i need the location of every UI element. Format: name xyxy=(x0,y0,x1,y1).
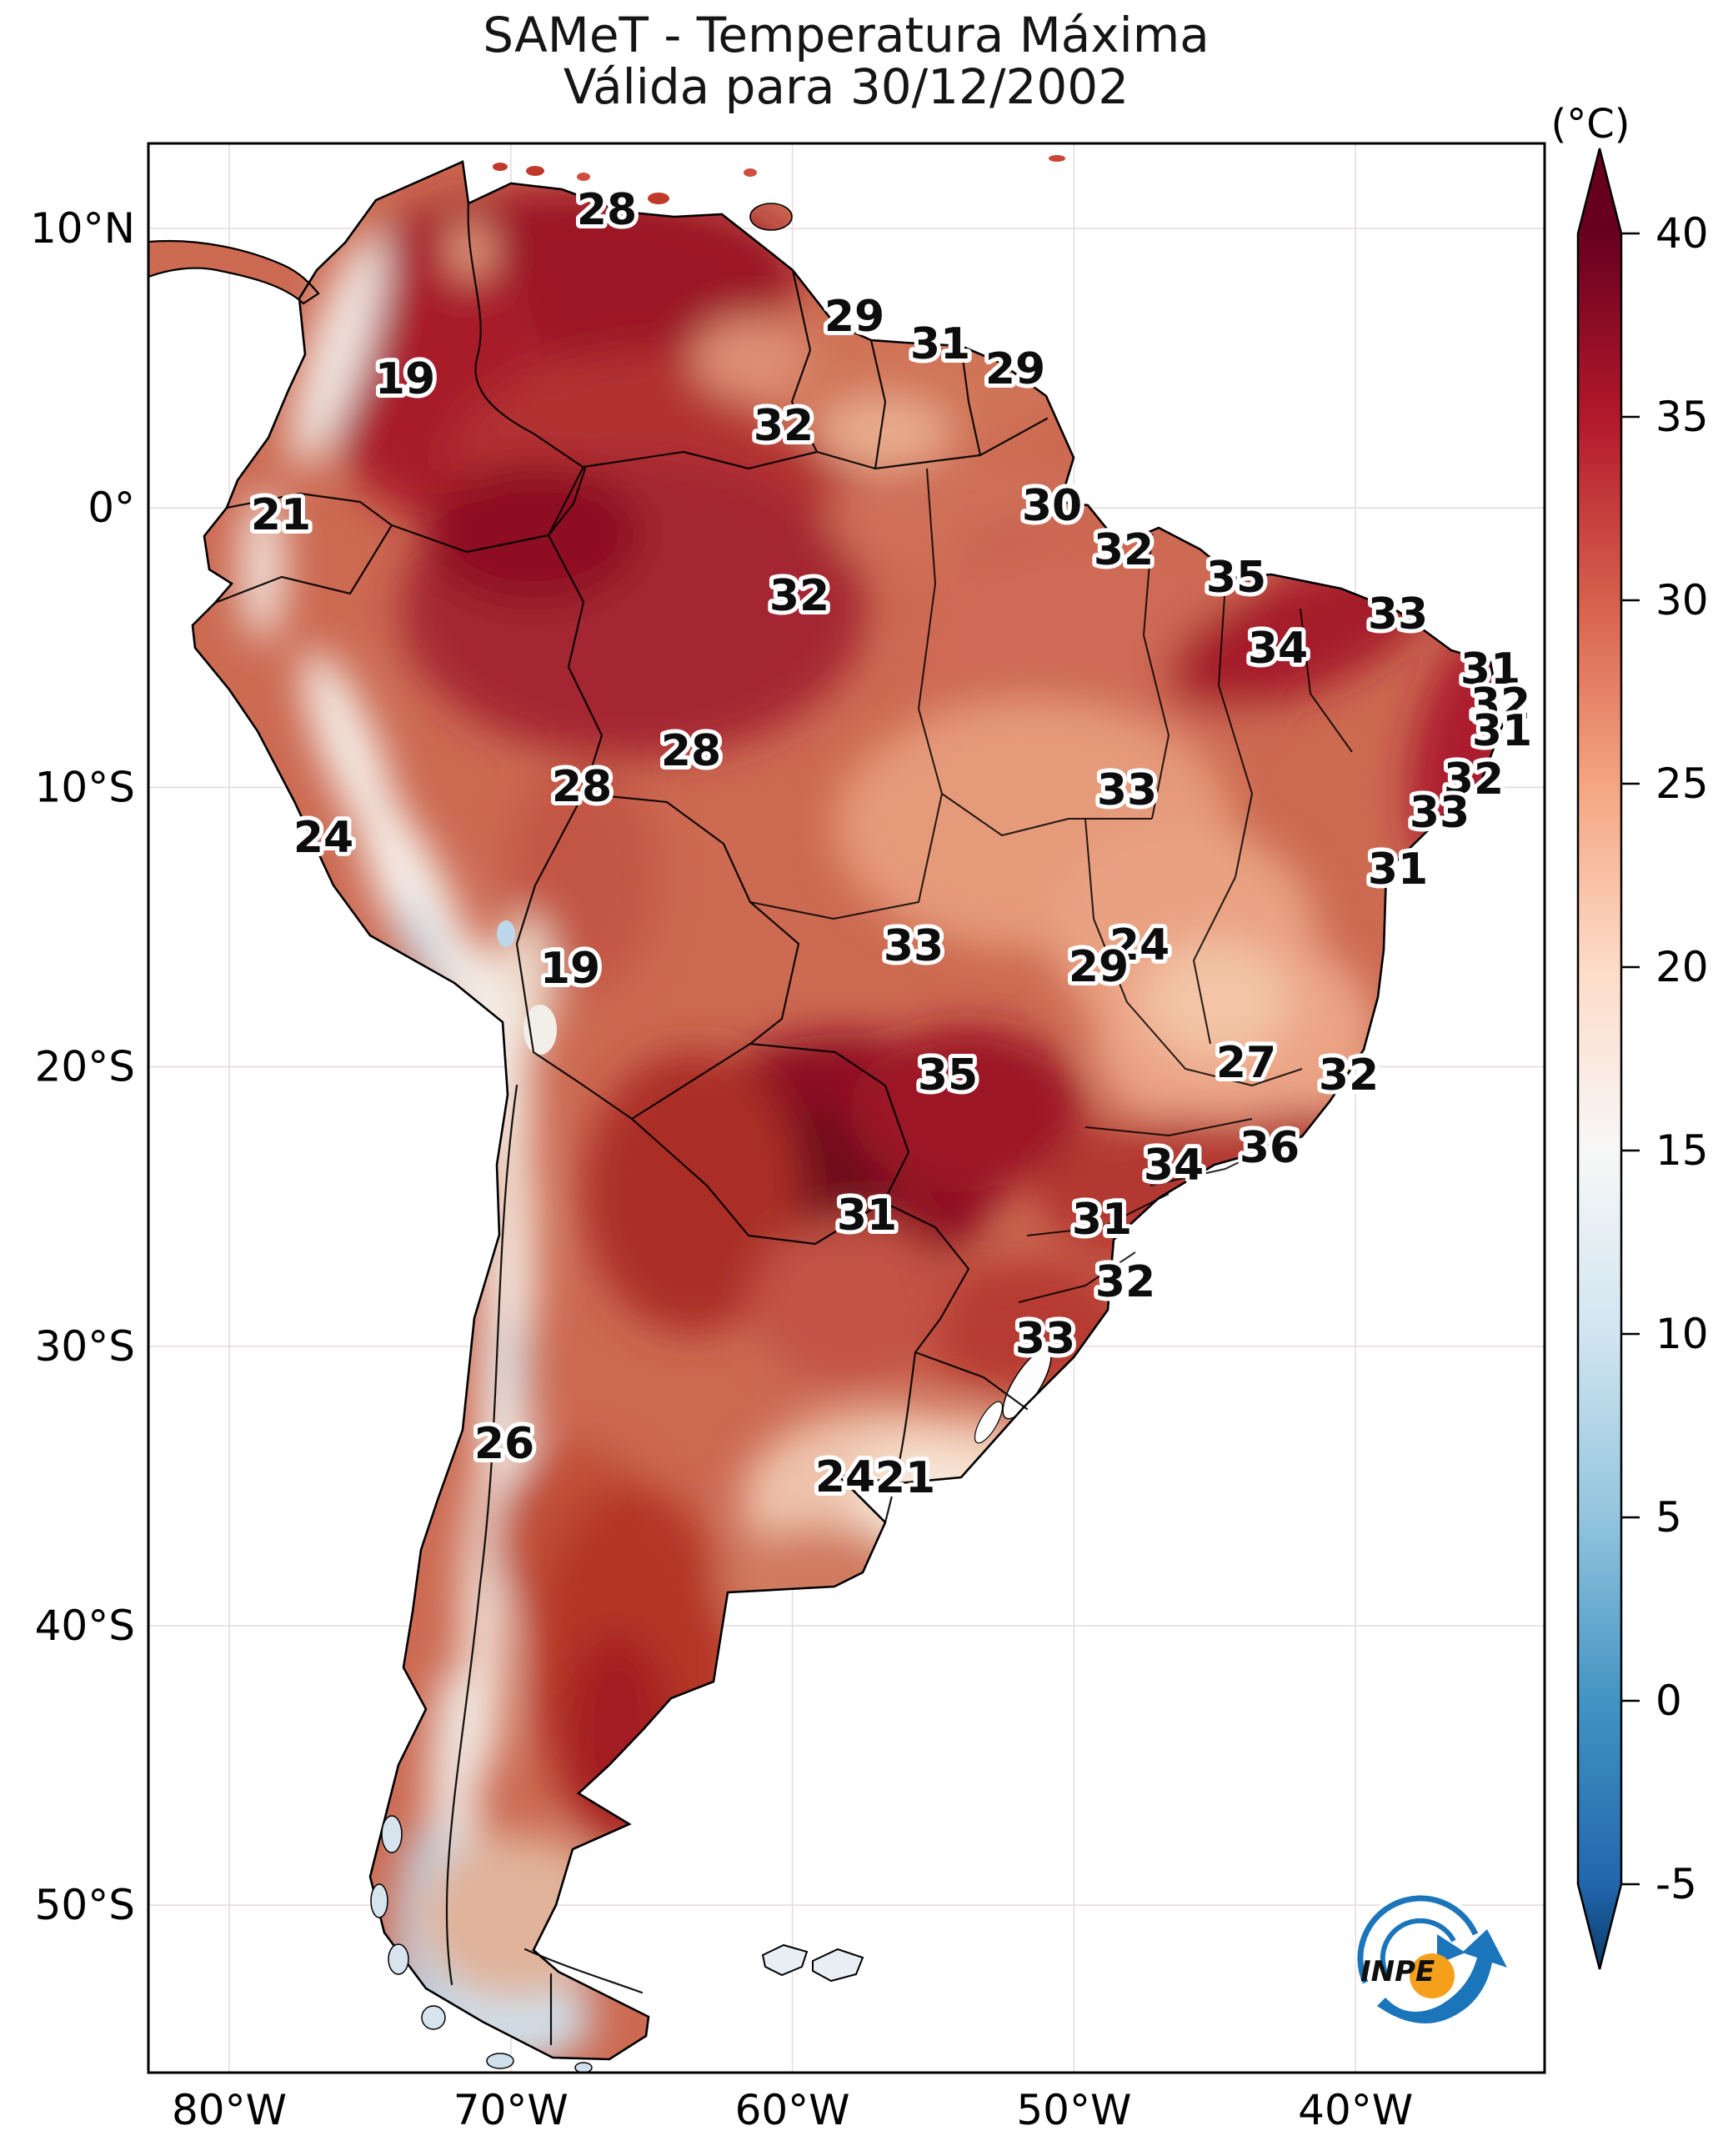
temp-label: 32 xyxy=(1094,525,1154,575)
colorbar-tick-label: -5 xyxy=(1655,1860,1697,1908)
logo-text: INPE xyxy=(1360,1955,1435,1988)
temp-label: 33 xyxy=(884,921,944,971)
temp-label: 31 xyxy=(837,1191,897,1241)
map-title-line1: SAMeT - Temperatura Máxima xyxy=(483,7,1210,63)
lat-tick-label: 20°S xyxy=(35,1043,135,1091)
colorbar-tick-label: 25 xyxy=(1655,760,1709,808)
temp-label: 32 xyxy=(769,571,829,621)
lat-tick-label: 30°S xyxy=(35,1322,135,1371)
temp-label: 24 xyxy=(293,813,353,863)
lon-tick-label: 80°W xyxy=(172,2086,287,2134)
lon-tick-label: 60°W xyxy=(735,2086,850,2134)
temp-label: 21 xyxy=(875,1453,935,1503)
temp-label: 31 xyxy=(1368,845,1428,895)
logo-disc xyxy=(1355,1891,1485,2021)
temp-label: 33 xyxy=(1410,788,1470,838)
colorbar: (°C) 40 35 30 25 20 15 10 5 0 -5 xyxy=(1551,101,1709,1970)
lat-tick-label: 40°S xyxy=(35,1602,135,1650)
colorbar-tick-label: 35 xyxy=(1655,393,1709,441)
temp-label: 28 xyxy=(661,726,721,776)
temp-label: 27 xyxy=(1216,1038,1276,1088)
temp-label: 30 xyxy=(1022,481,1082,531)
colorbar-tick-label: 40 xyxy=(1655,209,1709,258)
temp-label: 29 xyxy=(985,344,1045,394)
temp-label: 28 xyxy=(577,185,637,235)
temp-label: 32 xyxy=(1319,1050,1379,1101)
falkland-islands xyxy=(812,1948,864,1983)
temp-label: 36 xyxy=(1240,1123,1300,1173)
colorbar-unit: (°C) xyxy=(1551,101,1630,148)
colorbar-tick-label: 0 xyxy=(1655,1677,1682,1725)
logo-orange-dot xyxy=(1410,1953,1455,1998)
lat-tick-label: 10°S xyxy=(35,763,135,811)
colorbar-tick-label: 15 xyxy=(1655,1126,1709,1175)
lat-tick-label: 50°S xyxy=(35,1881,135,1929)
temp-label: 32 xyxy=(1444,755,1504,805)
colorbar-bar xyxy=(1576,148,1623,1970)
latitude-axis: 10°N 0° 10°S 20°S 30°S 40°S 50°S xyxy=(30,204,135,1929)
colorbar-tick-label: 20 xyxy=(1655,943,1709,991)
temp-label: 29 xyxy=(1069,942,1129,992)
lon-tick-label: 50°W xyxy=(1016,2086,1131,2134)
temp-label: 34 xyxy=(1144,1141,1204,1191)
temp-label: 29 xyxy=(824,292,884,342)
temp-label: 32 xyxy=(754,401,814,451)
temp-label: 33 xyxy=(1015,1314,1075,1364)
logo-inner-swirl xyxy=(1380,1918,1456,1978)
temp-label: 32 xyxy=(1095,1257,1155,1307)
temp-label: 26 xyxy=(474,1419,534,1469)
lat-tick-label: 10°N xyxy=(30,204,135,253)
logo-big-arrow xyxy=(1377,1929,1507,2023)
falkland-islands xyxy=(761,1943,809,1977)
country-borders xyxy=(213,202,1049,2046)
temp-label: 19 xyxy=(540,944,600,994)
temp-label: 31 xyxy=(1460,644,1520,694)
colorbar-tick-label: 30 xyxy=(1655,576,1709,624)
map-frame xyxy=(147,142,1546,2074)
lat-tick-label: 0° xyxy=(88,484,135,532)
inpe-logo: INPE xyxy=(1355,1891,1507,2023)
temp-label: 35 xyxy=(1206,553,1266,603)
lon-tick-label: 40°W xyxy=(1298,2086,1413,2134)
temp-label: 32 xyxy=(1470,679,1530,730)
map-title-line2: Válida para 30/12/2002 xyxy=(563,58,1129,115)
temp-label: 28 xyxy=(552,762,612,812)
lon-tick-label: 70°W xyxy=(453,2086,568,2134)
colorbar-tick-label: 10 xyxy=(1655,1310,1709,1358)
temp-label: 24 xyxy=(1109,920,1170,970)
longitude-axis: 80°W 70°W 60°W 50°W 40°W xyxy=(172,2086,1413,2134)
temp-label: 33 xyxy=(1368,589,1428,639)
temp-label: 35 xyxy=(918,1050,978,1101)
logo-swirl-arrowhead xyxy=(1437,1934,1465,1964)
islands xyxy=(370,155,1065,2073)
temp-label: 24 xyxy=(815,1452,875,1502)
temp-label: 31 xyxy=(910,319,970,369)
temp-label: 21 xyxy=(251,490,311,540)
colorbar-tick-label: 5 xyxy=(1655,1493,1682,1542)
logo-outer-swirl xyxy=(1357,1895,1479,1984)
temp-label: 31 xyxy=(1072,1195,1132,1245)
temp-label: 34 xyxy=(1248,624,1308,674)
temp-label: 19 xyxy=(375,354,435,404)
state-borders xyxy=(749,468,1353,1303)
temp-label: 33 xyxy=(1097,765,1157,815)
temperature-field xyxy=(148,162,1502,2059)
temp-label: 31 xyxy=(1472,706,1532,756)
colorbar-ticks: 40 35 30 25 20 15 10 5 0 -5 xyxy=(1621,209,1709,1908)
